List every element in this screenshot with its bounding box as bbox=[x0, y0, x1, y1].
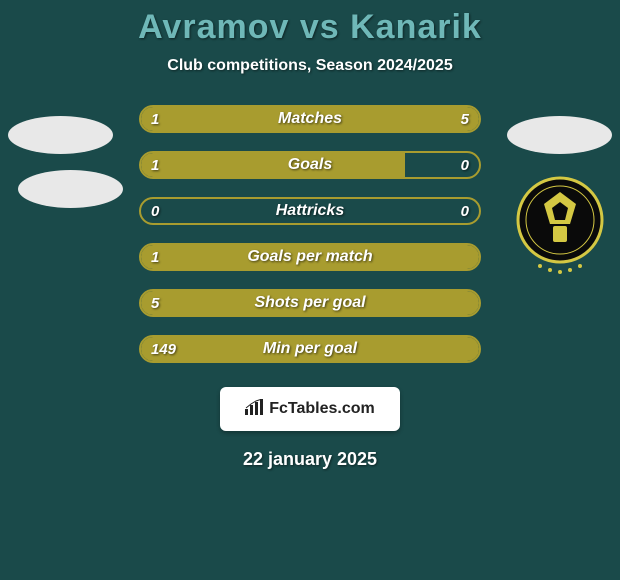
bar-label: Goals per match bbox=[141, 248, 479, 266]
bar-value-left: 1 bbox=[151, 249, 159, 266]
stat-bar: Min per goal149 bbox=[139, 335, 481, 363]
bar-label: Hattricks bbox=[141, 202, 479, 220]
bar-value-right: 0 bbox=[461, 203, 469, 220]
stat-bar: Goals1 0 bbox=[139, 151, 481, 179]
bar-value-left: 149 bbox=[151, 341, 176, 358]
stat-bar: Shots per goal5 bbox=[139, 289, 481, 317]
bars-area: Matches15Goals10Hattricks00Goals per mat… bbox=[0, 105, 620, 363]
container: Avramov vs Kanarik Club competitions, Se… bbox=[0, 0, 620, 580]
fctables-label: FcTables.com bbox=[269, 400, 375, 418]
page-title: Avramov vs Kanarik bbox=[138, 8, 482, 47]
bar-value-right: 5 bbox=[461, 111, 469, 128]
bar-label: Goals bbox=[141, 156, 479, 174]
bar-value-left: 1 bbox=[151, 157, 159, 174]
bar-label: Matches bbox=[141, 110, 479, 128]
stat-bar: Goals per match1 bbox=[139, 243, 481, 271]
stat-bar: Hattricks0 0 bbox=[139, 197, 481, 225]
stat-bar: Matches1 5 bbox=[139, 105, 481, 133]
bar-label: Min per goal bbox=[141, 340, 479, 358]
bar-label: Shots per goal bbox=[141, 294, 479, 312]
fctables-badge: FcTables.com bbox=[220, 387, 400, 431]
bar-value-left: 1 bbox=[151, 111, 159, 128]
page-subtitle: Club competitions, Season 2024/2025 bbox=[167, 57, 452, 75]
bar-value-left: 5 bbox=[151, 295, 159, 312]
date-text: 22 january 2025 bbox=[243, 449, 377, 470]
bar-value-right: 0 bbox=[461, 157, 469, 174]
bar-value-left: 0 bbox=[151, 203, 159, 220]
chart-icon bbox=[245, 399, 265, 420]
